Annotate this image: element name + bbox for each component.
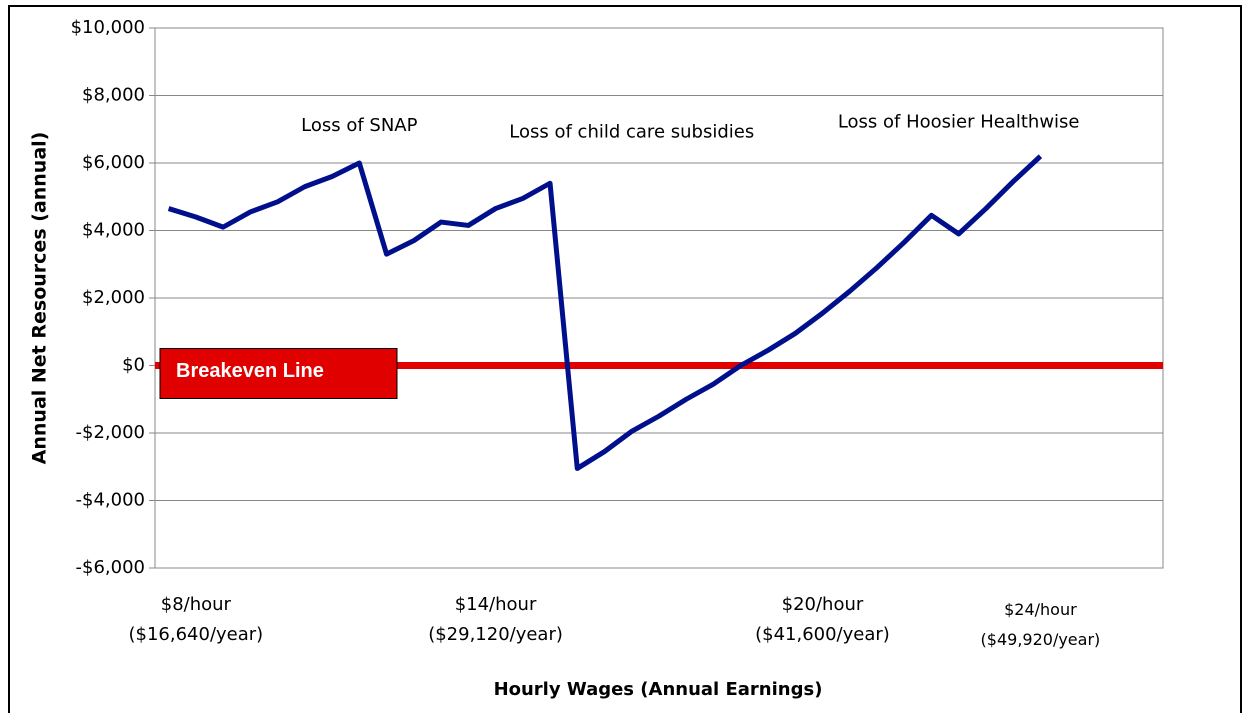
x-tick-label: $24/hour ($49,920/year) [981,600,1101,649]
annotation: Loss of child care subsidies [509,122,754,143]
y-tick-label: -$4,000 [76,490,145,511]
y-tick-label: -$6,000 [76,557,145,578]
x-tick-label-line: $14/hour [455,594,537,615]
x-tick-label-line: $8/hour [161,594,232,615]
x-tick-label-line: ($29,120/year) [428,624,563,645]
y-tick-label: $10,000 [71,17,145,38]
y-tick-label: $8,000 [82,85,145,106]
x-tick-label-line: $24/hour [1004,600,1077,619]
x-tick-label-line: ($49,920/year) [981,630,1101,649]
y-tick-label: -$2,000 [76,422,145,443]
x-tick-label-line: $20/hour [782,594,864,615]
x-axis-title: Hourly Wages (Annual Earnings) [494,679,823,700]
annotation: Loss of Hoosier Healthwise [838,112,1080,133]
y-tick-label: $4,000 [82,220,145,241]
breakeven-box [159,348,398,399]
y-axis-title: Annual Net Resources (annual) [29,132,51,465]
x-tick-label-line: ($16,640/year) [129,624,264,645]
frame [8,5,1242,717]
breakeven-label: Breakeven Line [176,360,324,382]
x-tick-label: $8/hour ($16,640/year) [129,594,264,645]
x-tick-label-line: ($41,600/year) [755,624,890,645]
y-tick-label: $2,000 [82,287,145,308]
y-tick-label: $0 [122,355,145,376]
y-tick-label: $6,000 [82,152,145,173]
data-line [167,154,1043,471]
annotation: Loss of SNAP [301,115,417,136]
x-tick-label: $20/hour ($41,600/year) [755,594,890,645]
x-tick-label: $14/hour ($29,120/year) [428,594,563,645]
